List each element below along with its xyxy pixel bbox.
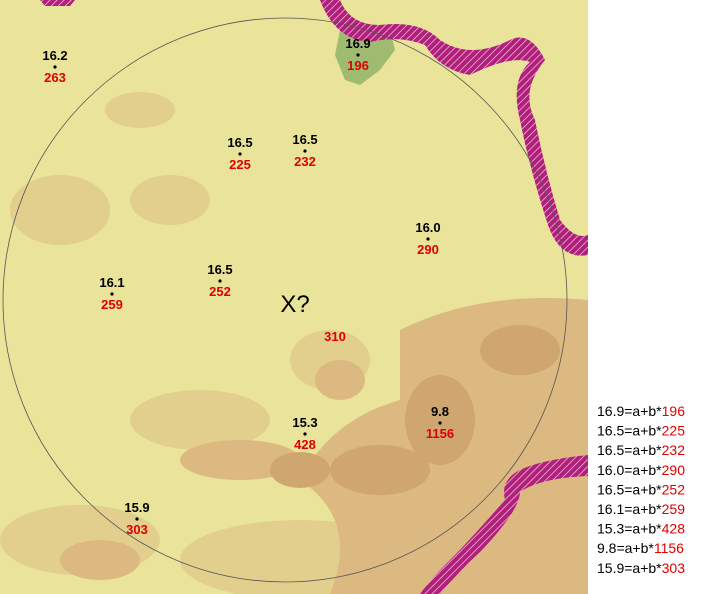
station-temperature: 15.9 bbox=[124, 500, 149, 515]
equation-lhs: 9.8=a+b* bbox=[597, 540, 654, 556]
equation-rhs: 290 bbox=[662, 462, 686, 478]
equation-rhs: 252 bbox=[662, 481, 686, 497]
equation-lhs: 16.9=a+b* bbox=[597, 403, 662, 419]
equation: 16.5=a+b*225 bbox=[597, 423, 685, 439]
target-elevation: 310 bbox=[324, 329, 346, 344]
station-temperature: 9.8 bbox=[431, 404, 449, 419]
station-temperature: 15.3 bbox=[292, 415, 317, 430]
station-dot bbox=[135, 517, 139, 521]
station-dot bbox=[438, 421, 442, 425]
equation-rhs: 428 bbox=[662, 521, 686, 537]
station-elevation: 290 bbox=[417, 242, 439, 257]
station-dot bbox=[303, 149, 307, 153]
target-label: X? bbox=[280, 291, 309, 318]
equation-rhs: 232 bbox=[662, 442, 686, 458]
station-temperature: 16.5 bbox=[227, 135, 252, 150]
station-temperature: 16.2 bbox=[42, 48, 67, 63]
station-elevation: 252 bbox=[209, 284, 231, 299]
station-temperature: 16.5 bbox=[292, 132, 317, 147]
station-dot bbox=[426, 237, 430, 241]
station-dot bbox=[218, 279, 222, 283]
equation: 15.3=a+b*428 bbox=[597, 521, 685, 537]
equation-rhs: 225 bbox=[662, 423, 686, 439]
equation-rhs: 303 bbox=[662, 560, 686, 576]
equation-lhs: 16.5=a+b* bbox=[597, 442, 662, 458]
equation-rhs: 196 bbox=[662, 403, 686, 419]
equation-lhs: 16.5=a+b* bbox=[597, 481, 662, 497]
station-elevation: 196 bbox=[347, 58, 369, 73]
station-temperature: 16.5 bbox=[207, 262, 232, 277]
equation-lhs: 16.1=a+b* bbox=[597, 501, 662, 517]
station-elevation: 1156 bbox=[426, 426, 454, 441]
station-elevation: 259 bbox=[101, 297, 123, 312]
equation: 16.9=a+b*196 bbox=[597, 403, 685, 419]
station-dot bbox=[303, 432, 307, 436]
equation-lhs: 15.3=a+b* bbox=[597, 521, 662, 537]
equation: 16.5=a+b*232 bbox=[597, 442, 685, 458]
station-temperature: 16.0 bbox=[415, 220, 440, 235]
equation: 15.9=a+b*303 bbox=[597, 560, 685, 576]
map-background bbox=[0, 0, 588, 594]
equation: 16.0=a+b*290 bbox=[597, 462, 685, 478]
station-elevation: 232 bbox=[294, 154, 316, 169]
equation-lhs: 16.0=a+b* bbox=[597, 462, 662, 478]
stations: 16.9 196 16.5 225 16.5 232 16.0 290 16.5 252 16.1 2… bbox=[42, 36, 454, 537]
equation-lhs: 15.9=a+b* bbox=[597, 560, 662, 576]
equation-rhs: 259 bbox=[662, 501, 686, 517]
equation: 16.5=a+b*252 bbox=[597, 481, 685, 497]
station-dot bbox=[110, 292, 114, 296]
station-dot bbox=[53, 65, 57, 69]
station-dot bbox=[356, 53, 360, 57]
equation: 9.8=a+b*1156 bbox=[597, 540, 684, 556]
station-elevation: 225 bbox=[229, 157, 251, 172]
equation-rhs: 1156 bbox=[654, 540, 684, 556]
equation: 16.1=a+b*259 bbox=[597, 501, 685, 517]
station-elevation: 428 bbox=[294, 437, 316, 452]
station-temperature: 16.9 bbox=[345, 36, 370, 51]
station-elevation: 263 bbox=[44, 70, 66, 85]
equations: 16.9=a+b*19616.5=a+b*22516.5=a+b*23216.0… bbox=[597, 403, 685, 576]
station-temperature: 16.1 bbox=[99, 275, 124, 290]
equation-lhs: 16.5=a+b* bbox=[597, 423, 662, 439]
station-elevation: 303 bbox=[126, 522, 148, 537]
station-dot bbox=[238, 152, 242, 156]
